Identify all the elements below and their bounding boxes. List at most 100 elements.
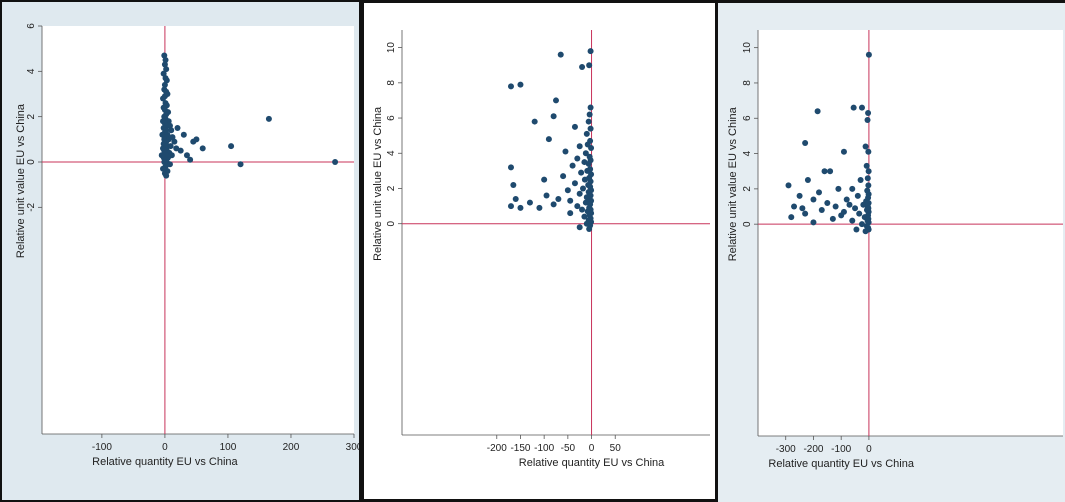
y-tick-label: 0	[742, 221, 753, 227]
y-axis-title: Relative unit value EU vs China	[15, 103, 27, 258]
data-point	[829, 215, 836, 222]
data-point	[576, 143, 583, 150]
data-point	[814, 108, 821, 115]
data-point	[586, 62, 593, 69]
data-point	[585, 160, 592, 167]
data-point	[799, 205, 806, 212]
y-tick-label: 2	[386, 185, 397, 191]
y-tick-label: 6	[742, 115, 753, 121]
data-point	[802, 139, 809, 146]
data-point	[161, 159, 168, 165]
y-tick-label: 0	[386, 220, 397, 226]
data-point	[526, 199, 533, 206]
data-point	[574, 155, 581, 162]
data-point	[173, 145, 180, 152]
scatter-plot-3: 0 2 4 6 8 10 -300 -200 -100 0 Relative quantity EU…	[727, 30, 1063, 470]
x-tick-label: -300	[776, 444, 796, 455]
data-point	[835, 185, 842, 192]
data-point	[161, 81, 168, 88]
data-point	[850, 104, 857, 111]
x-tick-label: 100	[220, 442, 237, 453]
x-tick-label: -150	[510, 443, 530, 454]
data-point	[587, 48, 594, 55]
data-point	[827, 168, 834, 175]
data-point	[171, 138, 178, 145]
data-point	[856, 210, 863, 217]
data-point	[587, 125, 594, 132]
data-point	[560, 173, 567, 180]
x-tick-label: -100	[534, 443, 554, 454]
x-tick-label: 300	[346, 442, 359, 453]
x-tick-label: -100	[92, 442, 112, 453]
data-point	[507, 164, 514, 171]
data-point	[854, 192, 861, 199]
data-point	[802, 210, 809, 217]
data-point	[785, 182, 792, 189]
data-point	[579, 63, 586, 70]
data-point	[588, 144, 595, 151]
data-point	[849, 185, 856, 192]
data-point	[517, 81, 524, 88]
data-point	[166, 122, 173, 129]
data-point	[587, 104, 594, 111]
y-tick-label: 2	[742, 186, 753, 192]
y-tick-label: 10	[386, 42, 397, 54]
data-point	[550, 201, 557, 208]
data-point	[865, 168, 872, 175]
x-tick-label: -200	[487, 443, 507, 454]
plot-area	[758, 30, 1063, 436]
data-point	[818, 207, 825, 214]
y-tick-label: 6	[386, 115, 397, 121]
data-point	[193, 136, 200, 143]
data-point	[550, 113, 557, 120]
data-point	[862, 143, 869, 150]
data-point	[160, 165, 167, 172]
data-point	[531, 118, 538, 125]
y-tick-label: 6	[26, 23, 37, 29]
data-point	[858, 104, 865, 111]
data-point	[581, 213, 588, 220]
data-point	[853, 226, 860, 233]
data-point	[237, 161, 244, 168]
data-point	[199, 145, 206, 152]
data-point	[553, 97, 559, 104]
plot-area	[42, 26, 354, 434]
data-point	[174, 125, 181, 131]
x-tick-label: -50	[561, 443, 576, 454]
y-tick-label: 0	[26, 159, 37, 165]
data-point	[161, 52, 168, 59]
data-point	[536, 204, 543, 211]
data-point	[832, 203, 839, 210]
chart-panel-1: -2 0 2 4 6 -100 0 100 200 300 Relative quantity EU…	[0, 0, 361, 502]
x-tick-label: 200	[283, 442, 300, 453]
x-axis-title: Relative quantity EU vs China	[92, 456, 238, 468]
data-point	[840, 208, 847, 215]
data-point	[864, 117, 871, 124]
data-point	[580, 185, 587, 192]
x-tick-label: 50	[610, 443, 622, 454]
data-point	[512, 196, 519, 203]
x-axis-title: Relative quantity EU vs China	[519, 457, 665, 469]
data-point	[571, 123, 578, 130]
data-point	[584, 167, 591, 174]
data-point	[180, 131, 187, 138]
data-point	[804, 177, 811, 184]
scatter-plot-2: 0 2 4 6 8 10 -200 -150 -100 -50 0 50 Relative quanti…	[372, 30, 710, 469]
data-point	[582, 150, 589, 157]
chart-panel-2: 0 2 4 6 8 10 -200 -150 -100 -50 0 50 Relative quanti…	[361, 0, 718, 502]
data-point	[576, 224, 583, 231]
data-point	[576, 190, 583, 197]
x-tick-label: -200	[803, 444, 823, 455]
x-axis-title: Relative quantity EU vs China	[768, 458, 914, 470]
data-point	[865, 148, 872, 155]
data-point	[167, 143, 174, 150]
data-point	[796, 192, 803, 199]
data-point	[810, 219, 817, 226]
data-point	[862, 228, 869, 235]
data-point	[163, 172, 170, 179]
data-point	[163, 77, 170, 84]
data-point	[177, 147, 184, 154]
data-point	[843, 196, 850, 203]
data-point	[846, 201, 853, 208]
data-point	[840, 148, 847, 155]
